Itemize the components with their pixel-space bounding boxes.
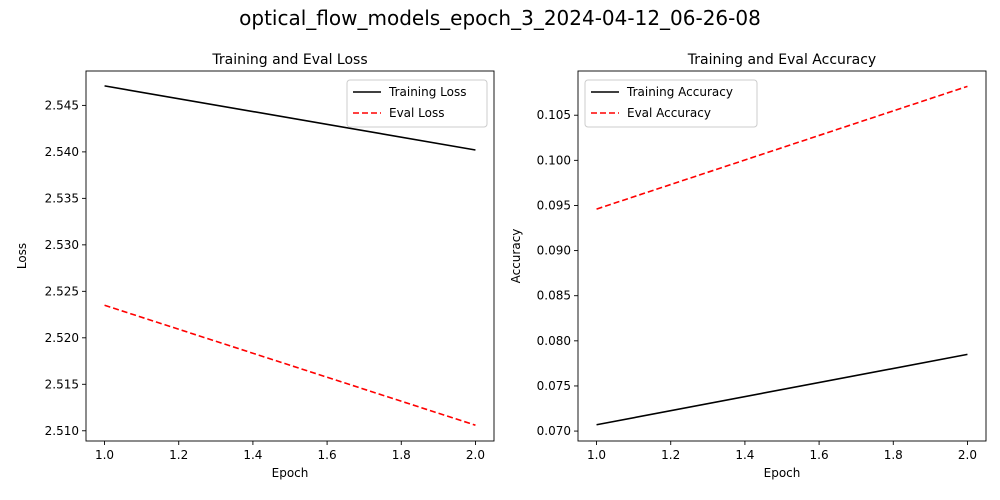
x-tick-label: 1.0 [587,448,606,462]
y-tick-label: 0.080 [537,334,571,348]
accuracy-chart: 1.0 1.2 1.4 1.6 1.8 2.0 0.070 0.075 0.080 0.085 0.… [509,52,987,480]
legend: Training Loss Eval Loss [346,79,488,128]
x-tick-label: 1.8 [392,448,411,462]
chart-title: Training and Eval Loss [211,52,367,68]
figure-title: optical_flow_models_epoch_3_2024-04-12_0… [239,6,761,30]
x-tick-label: 1.2 [661,448,680,462]
y-tick-label: 0.085 [537,289,571,303]
legend-label-1: Eval Accuracy [627,106,711,120]
y-tick-label: 2.545 [45,98,79,112]
x-axis-label: Epoch [272,466,309,480]
x-tick-label: 1.2 [169,448,188,462]
x-tick-label: 2.0 [958,448,977,462]
series-line-1 [104,304,476,426]
series-line-1 [596,85,968,210]
chart-title: Training and Eval Accuracy [687,52,876,68]
x-tick-label: 2.0 [466,448,485,462]
legend-box [346,79,488,128]
y-tick-label: 2.525 [45,284,79,298]
y-axis-label: Loss [15,243,29,269]
y-tick-label: 0.100 [537,153,571,167]
legend-label-1: Eval Loss [389,106,445,120]
axes-frame [85,70,495,442]
axes-frame [577,70,987,442]
y-tick-label: 0.075 [537,379,571,393]
series-line-0 [104,85,476,151]
y-tick-label: 0.095 [537,198,571,212]
loss-chart: 1.0 1.2 1.4 1.6 1.8 2.0 2.510 2.515 2.520 2.525 2.… [15,52,495,480]
y-axis-label: Accuracy [509,229,523,284]
legend: Training Accuracy Eval Accuracy [584,79,758,128]
legend-label-0: Training Accuracy [626,85,733,99]
y-tick-label: 2.520 [45,331,79,345]
x-axis-label: Epoch [764,466,801,480]
y-tick-label: 0.105 [537,108,571,122]
y-tick-label: 0.090 [537,244,571,258]
legend-box [584,79,758,128]
y-tick-label: 2.510 [45,424,79,438]
y-tick-label: 0.070 [537,424,571,438]
y-tick-label: 2.515 [45,377,79,391]
x-tick-label: 1.6 [318,448,337,462]
legend-label-0: Training Loss [388,85,466,99]
x-tick-label: 1.4 [243,448,262,462]
x-tick-label: 1.0 [95,448,114,462]
x-tick-label: 1.4 [735,448,754,462]
y-tick-label: 2.540 [45,145,79,159]
y-tick-label: 2.535 [45,191,79,205]
y-tick-label: 2.530 [45,238,79,252]
x-tick-label: 1.8 [884,448,903,462]
x-tick-label: 1.6 [810,448,829,462]
series-line-0 [596,353,968,426]
